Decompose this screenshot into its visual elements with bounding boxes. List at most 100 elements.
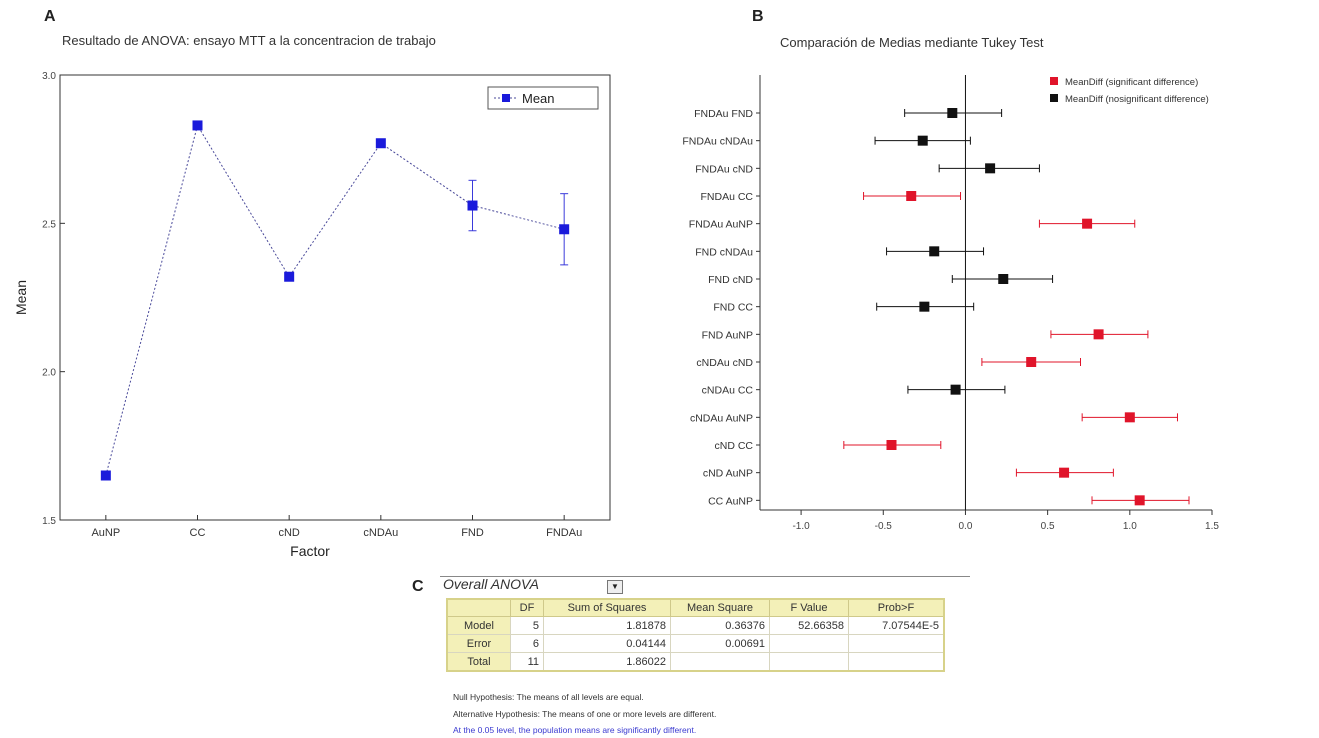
data-point [192, 120, 203, 131]
legend-label: MeanDiff (nosignificant difference) [1065, 94, 1209, 105]
y-tick-label: CC AuNP [708, 495, 753, 507]
table-row: Error 6 0.04144 0.00691 [446, 634, 945, 653]
mean-diff-point [1124, 412, 1135, 423]
table-cell: 1.86022 [543, 652, 671, 672]
header-cell: DF [510, 598, 544, 617]
mean-diff-point [886, 440, 897, 450]
mean-diff-point [998, 274, 1009, 284]
y-tick-label: FND AuNP [702, 329, 753, 341]
data-point [100, 470, 111, 481]
y-tick-label: FNDAu cNDAu [682, 136, 753, 148]
mean-diff-point [1093, 329, 1104, 340]
row-label: Total [446, 652, 511, 672]
legend-marker-significant [1050, 77, 1058, 85]
null-hypothesis-note: Null Hypothesis: The means of all levels… [453, 692, 644, 702]
y-tick-label: cND CC [715, 440, 754, 452]
legend-marker [502, 94, 510, 102]
x-tick-label: -0.5 [875, 521, 893, 532]
y-axis-label: Mean [13, 280, 29, 315]
y-tick-label: FNDAu cND [695, 163, 753, 175]
table-cell: 0.36376 [670, 616, 770, 635]
dropdown-arrow-icon[interactable]: ▼ [607, 580, 623, 594]
x-tick-label: 1.0 [1123, 521, 1137, 532]
x-tick-label: AuNP [91, 527, 120, 539]
x-tick-label: 1.5 [1205, 521, 1219, 532]
mean-diff-point [1134, 495, 1145, 506]
panel-a-title: Resultado de ANOVA: ensayo MTT a la conc… [62, 33, 436, 48]
anova-dropdown[interactable]: Overall ANOVA [443, 576, 539, 592]
legend-label: MeanDiff (significant difference) [1065, 77, 1198, 88]
table-cell: 1.81878 [543, 616, 671, 635]
table-cell: 52.66358 [769, 616, 849, 635]
mean-diff-point [1026, 357, 1037, 367]
legend-box [487, 86, 599, 110]
data-point [559, 224, 570, 235]
y-tick-label: FNDAu AuNP [689, 219, 753, 231]
table-cell: 0.00691 [670, 634, 770, 653]
header-cell: F Value [769, 598, 849, 617]
y-tick-label: FND cNDAu [695, 246, 753, 258]
x-tick-label: -1.0 [792, 521, 810, 532]
mean-diff-point [1082, 218, 1093, 229]
mean-diff-point [1059, 467, 1070, 478]
table-cell [848, 634, 945, 653]
plot-frame [59, 74, 611, 521]
header-cell [446, 598, 511, 617]
anova-means-chart: 1.5 2.0 2.5 3.0 AuNP CC cND cNDAu FND FNDAu Factor… [13, 71, 611, 559]
table-cell [769, 652, 849, 672]
table-cell: 6 [510, 634, 544, 653]
mean-diff-point [950, 384, 961, 395]
panel-b-letter: B [752, 8, 764, 25]
table-row: Total 11 1.86022 [446, 652, 945, 672]
conclusion-note: At the 0.05 level, the population means … [453, 725, 697, 735]
table-cell [670, 652, 770, 672]
panel-b-title: Comparación de Medias mediante Tukey Tes… [780, 35, 1044, 50]
x-tick-label: 0.0 [959, 521, 973, 532]
x-tick-label: CC [190, 527, 206, 539]
data-point [467, 200, 478, 211]
anova-header-row: DF Sum of Squares Mean Square F Value Pr… [446, 598, 945, 617]
table-cell [769, 634, 849, 653]
data-point [375, 138, 386, 149]
x-tick-label: cNDAu [363, 527, 398, 539]
x-axis-label: Factor [290, 543, 330, 559]
mean-diff-point [906, 191, 917, 201]
y-tick-label: cNDAu CC [702, 385, 754, 397]
x-tick-label: 0.5 [1041, 521, 1055, 532]
table-cell [848, 652, 945, 672]
header-cell: Mean Square [670, 598, 770, 617]
table-cell: 0.04144 [543, 634, 671, 653]
x-tick-label: FNDAu [546, 527, 582, 539]
tukey-test-chart: -1.0 -0.5 0.0 0.5 1.0 1.5 FNDAu FND FNDAu cNDAu… [682, 75, 1219, 532]
table-cell: 5 [510, 616, 544, 635]
y-tick-label: 2.0 [42, 368, 56, 379]
y-tick-label: 1.5 [42, 516, 56, 527]
mean-diff-point [985, 163, 996, 174]
series-line [105, 124, 565, 476]
data-point [284, 271, 295, 282]
legend-label: Mean [522, 91, 555, 106]
anova-table: DF Sum of Squares Mean Square F Value Pr… [446, 598, 945, 672]
alternative-hypothesis-note: Alternative Hypothesis: The means of one… [453, 709, 717, 719]
panel-c-letter: C [412, 578, 424, 595]
y-tick-label: FNDAu CC [700, 191, 753, 203]
y-tick-label: FNDAu FND [694, 108, 753, 120]
table-row: Model 5 1.81878 0.36376 52.66358 7.07544… [446, 616, 945, 635]
legend-marker-nonsignificant [1050, 94, 1058, 102]
mean-diff-point [917, 135, 928, 146]
y-tick-label: cNDAu cND [696, 357, 753, 369]
panel-a-letter: A [44, 8, 56, 25]
x-tick-label: FND [461, 527, 484, 539]
header-cell: Sum of Squares [543, 598, 671, 617]
header-cell: Prob>F [848, 598, 945, 617]
y-tick-label: 3.0 [42, 71, 56, 82]
y-tick-label: cND AuNP [703, 468, 753, 480]
x-tick-label: cND [278, 527, 299, 539]
y-tick-label: FND CC [713, 302, 753, 314]
y-tick-label: 2.5 [42, 219, 56, 230]
y-tick-label: FND cND [708, 274, 753, 286]
mean-diff-point [947, 108, 958, 118]
table-cell: 7.07544E-5 [848, 616, 945, 635]
y-tick-label: cNDAu AuNP [690, 412, 753, 424]
mean-diff-point [929, 246, 940, 257]
